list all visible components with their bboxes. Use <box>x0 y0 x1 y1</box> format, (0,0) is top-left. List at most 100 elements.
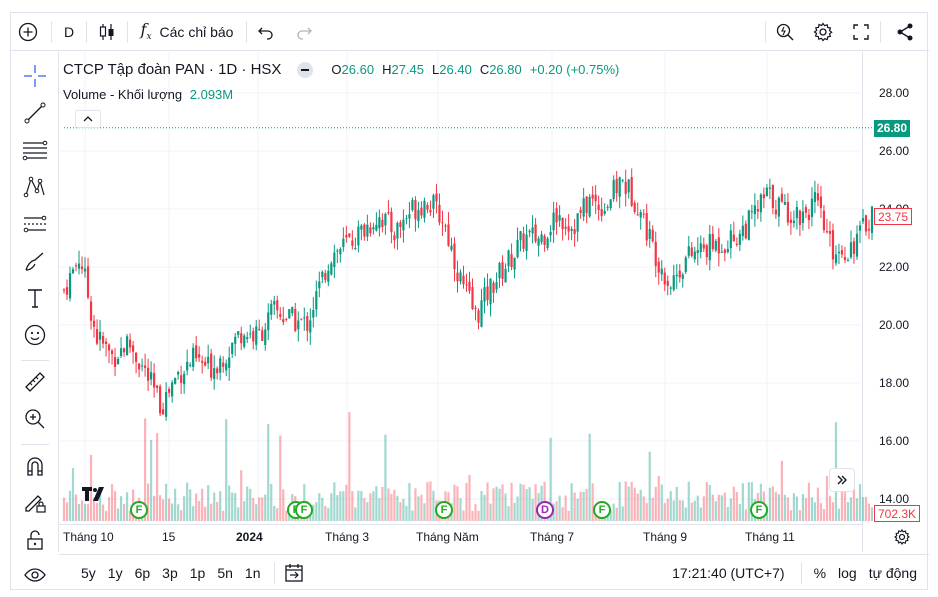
hide-drawings-tool[interactable] <box>19 559 51 591</box>
time-tick: Tháng Năm <box>416 530 479 544</box>
auto-scale-toggle[interactable]: tự động <box>868 565 917 581</box>
volume-value: 2.093M <box>189 87 234 102</box>
clock-time[interactable]: 17:21:40 (UTC+7) <box>672 565 785 581</box>
brush-icon <box>25 252 44 271</box>
interval-button[interactable]: D <box>52 13 86 51</box>
fullscreen-button[interactable] <box>842 13 880 51</box>
time-tick: 15 <box>162 530 176 544</box>
ruler-icon <box>25 372 45 392</box>
magnet-tool[interactable] <box>19 450 51 482</box>
fullscreen-icon <box>853 23 869 40</box>
magnet-icon <box>27 457 43 476</box>
time-tick: Tháng 11 <box>745 530 795 544</box>
pencil-lock-icon <box>25 495 46 513</box>
range-1d-button[interactable]: 1n <box>244 565 261 581</box>
range-1y-button[interactable]: 1y <box>107 565 123 581</box>
zoom-in-icon <box>25 409 45 429</box>
event-marker[interactable]: F <box>435 501 453 519</box>
drawing-toolbar <box>11 52 59 552</box>
price-tick: 22.00 <box>879 260 910 274</box>
range-1m-button[interactable]: 1p <box>189 565 206 581</box>
crosshair-tool[interactable] <box>19 60 51 92</box>
price-axis[interactable] <box>862 52 929 552</box>
ohlc-change: +0.20 (+0.75%) <box>529 62 620 77</box>
symbol-title[interactable]: CTCP Tập đoàn PAN · 1D · HSX <box>63 61 282 78</box>
gear-icon <box>894 529 910 545</box>
volume-tag: 702.3K <box>874 505 921 522</box>
redo-icon <box>297 27 312 40</box>
undo-button[interactable] <box>247 13 285 51</box>
trend-line-tool[interactable] <box>19 97 51 129</box>
calendar-arrow-icon <box>285 564 304 582</box>
search-lightning-icon <box>776 23 794 40</box>
ohlc-open: O26.60 <box>331 62 375 77</box>
function-icon: fx <box>140 20 152 43</box>
candles-icon <box>99 23 114 40</box>
chart-type-button[interactable] <box>87 13 127 51</box>
range-5y-button[interactable]: 5y <box>81 565 96 581</box>
volume-label: Volume - Khối lượng <box>63 87 183 102</box>
price-tick: 14.00 <box>879 492 910 506</box>
stay-drawing-tool[interactable] <box>19 487 51 519</box>
undo-icon <box>258 27 273 40</box>
event-marker[interactable]: F <box>295 501 313 519</box>
fib-lines-icon <box>22 140 48 161</box>
log-scale-toggle[interactable]: log <box>838 565 857 581</box>
price-tick: 18.00 <box>879 376 910 390</box>
text-icon <box>28 289 42 308</box>
time-tick: Tháng 10 <box>63 530 114 544</box>
share-button[interactable] <box>881 13 929 51</box>
pattern-icon <box>23 176 45 198</box>
time-tick: Tháng 7 <box>530 530 575 544</box>
scroll-to-realtime-button[interactable] <box>829 468 855 492</box>
top-toolbar: D fx Các chỉ báo <box>11 13 929 51</box>
range-5d-button[interactable]: 5n <box>217 565 233 581</box>
interval-label: D <box>63 23 75 40</box>
lock-drawings-tool[interactable] <box>19 524 51 556</box>
volume-legend[interactable]: Volume - Khối lượng 2.093M <box>63 87 233 102</box>
bottom-toolbar: 5y 1y 6p 3p 1p 5n 1n 17:21:40 (UTC+7) % … <box>59 554 929 591</box>
forecast-tool[interactable] <box>19 208 51 240</box>
go-to-date-button[interactable] <box>283 562 305 584</box>
add-symbol-button[interactable] <box>11 13 45 51</box>
ma-value-tag: 23.75 <box>874 208 913 225</box>
indicators-button[interactable]: fx Các chỉ báo <box>128 13 246 51</box>
price-tick: 20.00 <box>879 318 910 332</box>
event-marker[interactable]: F <box>593 501 611 519</box>
measure-tool[interactable] <box>19 366 51 398</box>
smiley-icon <box>24 324 46 346</box>
price-tick: 16.00 <box>879 434 910 448</box>
current-price-tag: 26.80 <box>874 120 911 137</box>
settings-button[interactable] <box>804 13 842 51</box>
event-marker[interactable]: D <box>536 501 554 519</box>
plus-circle-icon <box>18 22 38 41</box>
event-marker[interactable]: F <box>130 501 148 519</box>
time-tick: Tháng 9 <box>643 530 688 544</box>
chevron-up-icon <box>83 116 93 122</box>
percent-scale-toggle[interactable]: % <box>813 565 827 581</box>
collapse-legend-button[interactable] <box>75 110 101 128</box>
time-axis[interactable] <box>59 524 862 552</box>
gear-icon <box>813 21 833 41</box>
event-marker[interactable]: F <box>750 501 768 519</box>
quick-search-button[interactable] <box>766 13 804 51</box>
symbol-legend[interactable]: CTCP Tập đoàn PAN · 1D · HSX O26.60 H27.… <box>63 61 619 78</box>
price-tick: 26.00 <box>879 144 910 158</box>
tradingview-logo[interactable] <box>80 484 108 504</box>
pattern-tool[interactable] <box>19 171 51 203</box>
axis-settings-button[interactable] <box>893 528 911 546</box>
indicators-label: Các chỉ báo <box>159 23 234 40</box>
brush-tool[interactable] <box>19 245 51 277</box>
collapse-dot-button[interactable] <box>297 61 314 78</box>
fib-tool[interactable] <box>19 134 51 166</box>
ohlc-high: H27.45 <box>382 62 425 77</box>
zoom-tool[interactable] <box>19 403 51 435</box>
range-6m-button[interactable]: 6p <box>134 565 151 581</box>
ohlc-low: L26.40 <box>432 62 472 77</box>
forecast-icon <box>23 215 47 233</box>
emoji-tool[interactable] <box>19 319 51 351</box>
range-3m-button[interactable]: 3p <box>162 565 178 581</box>
text-tool[interactable] <box>19 282 51 314</box>
redo-button[interactable] <box>285 13 323 51</box>
double-chevron-right-icon <box>837 475 847 485</box>
